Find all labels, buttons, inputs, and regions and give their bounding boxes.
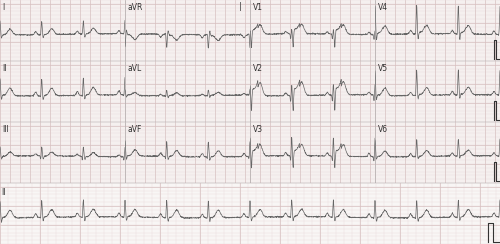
Text: aVF: aVF	[128, 125, 142, 134]
Text: V2: V2	[252, 64, 262, 73]
Text: aVR: aVR	[128, 3, 143, 12]
Text: V4: V4	[378, 3, 388, 12]
Text: |: |	[238, 2, 242, 11]
Text: I: I	[2, 3, 5, 12]
Text: V5: V5	[378, 64, 388, 73]
Text: V3: V3	[252, 125, 262, 134]
Text: III: III	[2, 125, 9, 134]
Text: aVL: aVL	[128, 64, 142, 73]
Text: V1: V1	[252, 3, 262, 12]
Text: II: II	[1, 188, 6, 197]
Text: V6: V6	[378, 125, 388, 134]
Text: II: II	[2, 64, 7, 73]
